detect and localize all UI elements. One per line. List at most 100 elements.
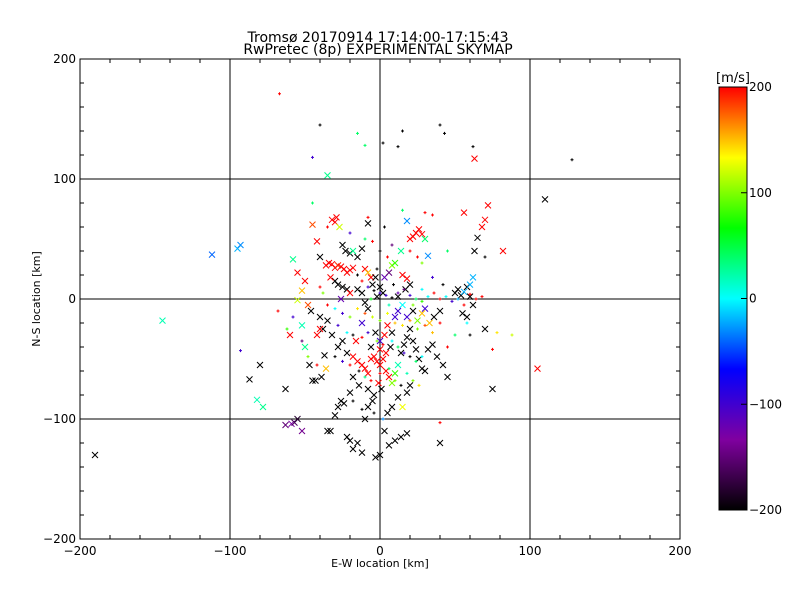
scatter-point-plus (333, 307, 337, 311)
scatter-point-cross (372, 274, 379, 281)
scatter-point-cross (358, 319, 366, 327)
scatter-point-cross (337, 295, 345, 303)
scatter-point-cross (313, 238, 321, 245)
scatter-point-plus (366, 331, 370, 335)
scatter-point-plus (372, 411, 376, 415)
scatter-point-cross (334, 343, 342, 351)
scatter-point-cross (433, 353, 441, 360)
scatter-point-plus (384, 293, 388, 297)
scatter-point-cross (364, 370, 372, 377)
scatter-point-plus (414, 359, 418, 363)
scatter-point-plus (276, 309, 280, 313)
scatter-point-cross (418, 310, 426, 317)
scatter-point-plus (432, 291, 436, 295)
scatter-point-cross (282, 385, 289, 393)
scatter-point-plus (405, 371, 409, 375)
scatter-point-cross (436, 307, 444, 315)
scatter-point-cross (384, 322, 391, 329)
scatter-point-cross (403, 389, 411, 396)
scatter-point-cross (394, 394, 402, 401)
scatter-point-plus (456, 297, 460, 301)
colorbar-ticks: 200 100 0 −100 −200 (741, 80, 782, 517)
scatter-point-plus (360, 279, 364, 283)
colorbar-tick-label: −100 (749, 397, 782, 411)
scatter-point-cross (391, 313, 399, 321)
scatter-point-plus (326, 225, 329, 229)
scatter-point-plus (366, 215, 370, 219)
scatter-point-cross (352, 337, 360, 345)
scatter-point-cross (444, 373, 451, 381)
y-axis-label: N-S location [km] (30, 251, 43, 347)
scatter-point-cross (388, 403, 396, 411)
scatter-point-cross (349, 264, 357, 272)
scatter-point-plus (348, 315, 352, 319)
scatter-point-cross (406, 325, 414, 333)
scatter-point-plus (408, 293, 412, 297)
scatter-point-cross (406, 382, 414, 389)
scatter-point-cross (379, 355, 387, 363)
scatter-point-plus (431, 213, 434, 217)
colorbar-tick-label: 200 (749, 80, 772, 94)
scatter-point-plus (386, 311, 389, 315)
scatter-point-plus (300, 339, 304, 343)
scatter-point-plus (363, 143, 367, 147)
scatter-point-plus (239, 349, 242, 353)
scatter-point-cross (385, 373, 393, 381)
scatter-point-cross (385, 442, 393, 449)
scatter-point-plus (356, 273, 359, 277)
scatter-point-cross (309, 377, 316, 384)
scatter-point-cross (346, 389, 354, 396)
scatter-point-cross (403, 313, 411, 321)
scatter-point-plus (468, 292, 472, 296)
scatter-point-plus (390, 296, 394, 300)
scatter-point-plus (357, 369, 361, 373)
scatter-point-cross (309, 221, 316, 228)
scatter-point-cross (399, 403, 406, 411)
scatter-point-cross (421, 235, 429, 243)
colorbar-tick-label: 0 (749, 292, 757, 306)
x-tick-label: 0 (376, 544, 384, 558)
scatter-point-cross (324, 172, 331, 179)
x-axis-label: E-W location [km] (331, 557, 429, 570)
scatter-point-plus (480, 295, 484, 299)
scatter-point-plus (426, 295, 430, 299)
scatter-point-plus (408, 249, 412, 253)
scatter-point-plus (416, 327, 419, 331)
scatter-point-plus (311, 201, 314, 205)
scatter-point-cross (376, 346, 384, 353)
scatter-point-plus (390, 339, 394, 343)
scatter-point-cross (324, 317, 331, 324)
scatter-point-cross (397, 349, 405, 357)
scatter-point-cross (331, 412, 339, 419)
scatter-point-plus (333, 355, 337, 359)
scatter-point-cross (478, 223, 486, 231)
scatter-point-cross (436, 439, 444, 447)
scatter-point-cross (391, 370, 399, 377)
scatter-point-plus (311, 155, 314, 159)
scatter-point-cross (354, 253, 361, 261)
scatter-point-cross (391, 259, 399, 267)
scatter-point-plus (401, 323, 404, 327)
scatter-point-cross (355, 382, 363, 389)
chart-title: Tromsø 20170914 17:14:00-17:15:43 (247, 30, 509, 46)
scatter-point-plus (443, 131, 446, 135)
scatter-point-plus (326, 303, 329, 307)
scatter-point-cross (391, 437, 399, 444)
scatter-point-plus (369, 297, 373, 301)
scatter-point-plus (278, 92, 281, 96)
scatter-point-cross (403, 217, 411, 225)
scatter-point-cross (358, 449, 366, 456)
scatter-point-cross (253, 396, 261, 404)
scatter-point-plus (348, 363, 352, 367)
scatter-point-cross (541, 196, 549, 203)
scatter-point-cross (439, 361, 447, 369)
y-tick-label: 200 (53, 52, 76, 66)
scatter-point-cross (298, 287, 306, 294)
scatter-point-cross (364, 269, 372, 276)
scatter-point-cross (346, 289, 354, 297)
scatter-point-cross (312, 377, 319, 384)
scatter-point-plus (438, 297, 442, 301)
scatter-point-plus (444, 295, 448, 299)
scatter-point-cross (370, 391, 378, 399)
scatter-point-plus (345, 331, 349, 335)
